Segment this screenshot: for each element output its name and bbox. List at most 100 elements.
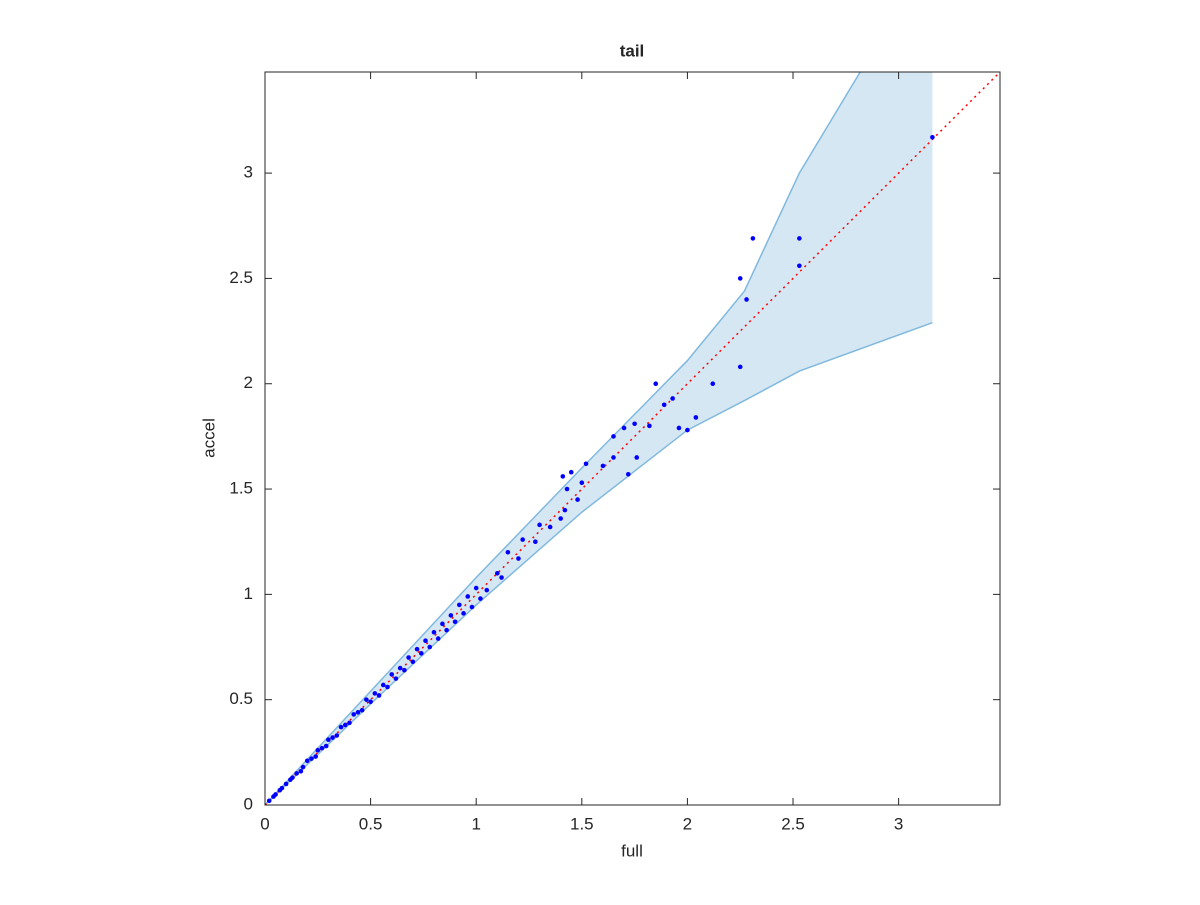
data-point [440,621,445,627]
data-point [389,672,395,677]
data-point [393,676,399,681]
data-point [505,549,511,555]
y-tick-label: 3 [244,163,253,182]
data-point [326,737,331,743]
data-point [634,455,640,460]
data-point [579,480,585,486]
data-point [930,134,935,140]
data-point [621,425,627,431]
chart-title: tail [620,41,645,60]
data-point [347,720,352,726]
data-point [376,693,382,698]
data-point [338,724,344,730]
data-point [351,712,357,717]
data-point [469,604,475,610]
x-tick-label: 3 [894,814,903,833]
data-point [473,585,479,591]
x-tick-label: 1.5 [570,814,594,833]
data-point [279,785,285,791]
y-tick-label: 0.5 [229,689,253,708]
data-point [499,575,504,580]
data-point [737,276,743,281]
data-point [693,415,699,420]
data-point [431,629,437,635]
data-point [653,381,659,387]
y-tick-label: 0 [244,794,253,813]
data-point [304,758,310,764]
data-point [342,722,348,728]
data-point [290,775,295,780]
data-point [266,798,272,804]
data-point [478,596,483,601]
data-point [410,659,416,665]
data-point [710,381,716,387]
data-point [300,764,306,770]
data-point [448,613,454,618]
data-point [283,781,289,787]
data-point [397,665,403,671]
data-point [797,236,802,241]
data-point [461,611,466,616]
data-point [330,735,335,740]
x-tick-label: 1 [471,814,480,833]
data-point [564,486,570,492]
data-point [670,396,675,401]
data-point [661,402,667,408]
data-point [385,684,390,690]
data-point [294,771,299,776]
data-point [625,472,631,477]
y-tick-label: 1.5 [229,479,253,498]
data-point [533,539,538,545]
data-point [444,627,449,633]
data-point [364,697,369,702]
data-point [315,747,321,753]
data-point [568,469,574,475]
data-point [465,594,471,599]
reference-line [265,72,1000,805]
data-point [495,571,500,576]
data-point [560,474,566,479]
data-point [647,423,652,429]
data-point [537,522,542,528]
data-point [423,638,428,644]
data-point [402,667,407,673]
data-point [319,745,325,751]
data-point [750,236,756,241]
x-axis-label: full [621,841,643,860]
data-point [685,427,690,433]
data-point [355,710,361,715]
axes-box [264,71,1001,806]
data-point [435,636,441,641]
data-point [558,516,563,521]
data-point [737,364,743,370]
data-point [457,602,462,608]
data-point [359,707,365,713]
data-point [632,421,637,427]
data-point [676,425,682,431]
data-point [600,463,606,469]
data-point [520,537,525,542]
data-point [298,768,304,774]
data-point [611,434,616,439]
data-point [575,497,580,502]
data-point [427,644,433,650]
y-tick-label: 1 [244,584,253,603]
data-point [744,297,749,302]
band-upper-edge [265,72,862,805]
data-point [562,507,568,513]
band-area [265,72,933,805]
data-point [418,651,424,656]
plot-area [265,72,1000,805]
data-point [380,682,386,688]
data-point [797,263,802,269]
data-point [273,792,278,797]
x-tick-label: 2.5 [781,814,805,833]
data-point [372,691,378,696]
data-point [516,556,521,561]
data-point [547,524,553,530]
x-tick-label: 0 [260,814,269,833]
data-point [484,587,490,593]
data-point [309,756,314,761]
x-tick-label: 0.5 [359,814,383,833]
